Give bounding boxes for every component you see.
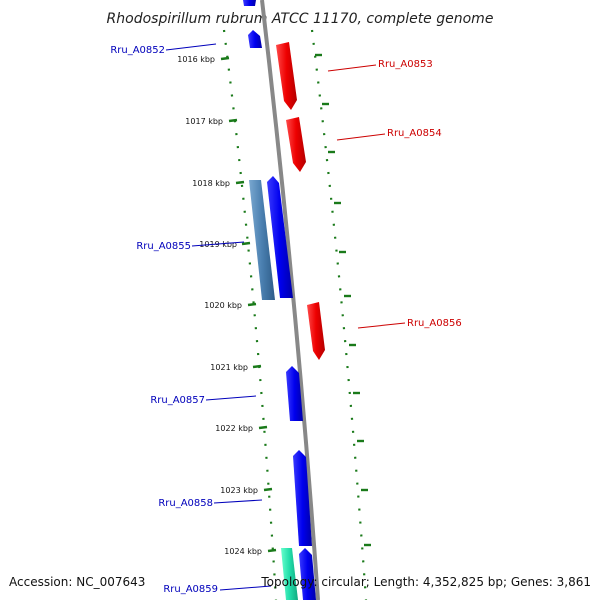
kbp-label: 1019 kbp bbox=[199, 240, 237, 249]
gene-label-rru-a0855: Rru_A0855 bbox=[136, 241, 191, 252]
gene-label-connectors bbox=[165, 43, 406, 591]
gene-label-rru-a0858: Rru_A0858 bbox=[158, 498, 213, 509]
map-title: Rhodospirillum rubrum ATCC 11170, comple… bbox=[107, 11, 494, 27]
kbp-tick-marks bbox=[220, 56, 277, 553]
gene-rru-a0852 bbox=[248, 30, 262, 48]
gene-label-rru-a0856: Rru_A0856 bbox=[407, 318, 462, 329]
kbp-label: 1024 kbp bbox=[224, 547, 262, 556]
kbp-label: 1022 kbp bbox=[215, 424, 253, 433]
gene-label-rru-a0852: Rru_A0852 bbox=[110, 45, 165, 56]
gene-rru-a0858 bbox=[293, 450, 312, 546]
accession-label: Accession: NC_007643 bbox=[9, 575, 145, 589]
gene-rru-a0855-rna bbox=[249, 180, 275, 300]
genome-backbone bbox=[260, 0, 320, 600]
kbp-label: 1016 kbp bbox=[177, 55, 215, 64]
topology-label: Topology: circular; Length: 4,352,825 bp… bbox=[260, 575, 591, 589]
gene-label-rru-a0859: Rru_A0859 bbox=[163, 584, 218, 595]
kbp-label: 1021 kbp bbox=[210, 363, 248, 372]
outer-tick-marks bbox=[315, 53, 371, 547]
gene-rru-a0859 bbox=[299, 548, 316, 600]
gene-rru-a0855 bbox=[267, 176, 293, 298]
kbp-label: 1023 kbp bbox=[220, 486, 258, 495]
gene-rru-a0857 bbox=[286, 366, 303, 421]
gene-rru-a0859-cyan bbox=[281, 548, 298, 600]
kbp-label: 1018 kbp bbox=[192, 179, 230, 188]
gene-label-rru-a0857: Rru_A0857 bbox=[150, 395, 205, 406]
gene-label-rru-a0854: Rru_A0854 bbox=[387, 128, 442, 139]
gene-rru-a0856 bbox=[307, 302, 325, 360]
kbp-label: 1017 kbp bbox=[185, 117, 223, 126]
gene-rru-a0854 bbox=[286, 117, 306, 172]
kbp-label: 1020 kbp bbox=[204, 301, 242, 310]
gene-label-rru-a0853: Rru_A0853 bbox=[378, 59, 433, 70]
gene-rru-a0853 bbox=[276, 42, 297, 110]
gene-top-blue-fragment bbox=[243, 0, 256, 6]
inner-track bbox=[222, 29, 278, 600]
